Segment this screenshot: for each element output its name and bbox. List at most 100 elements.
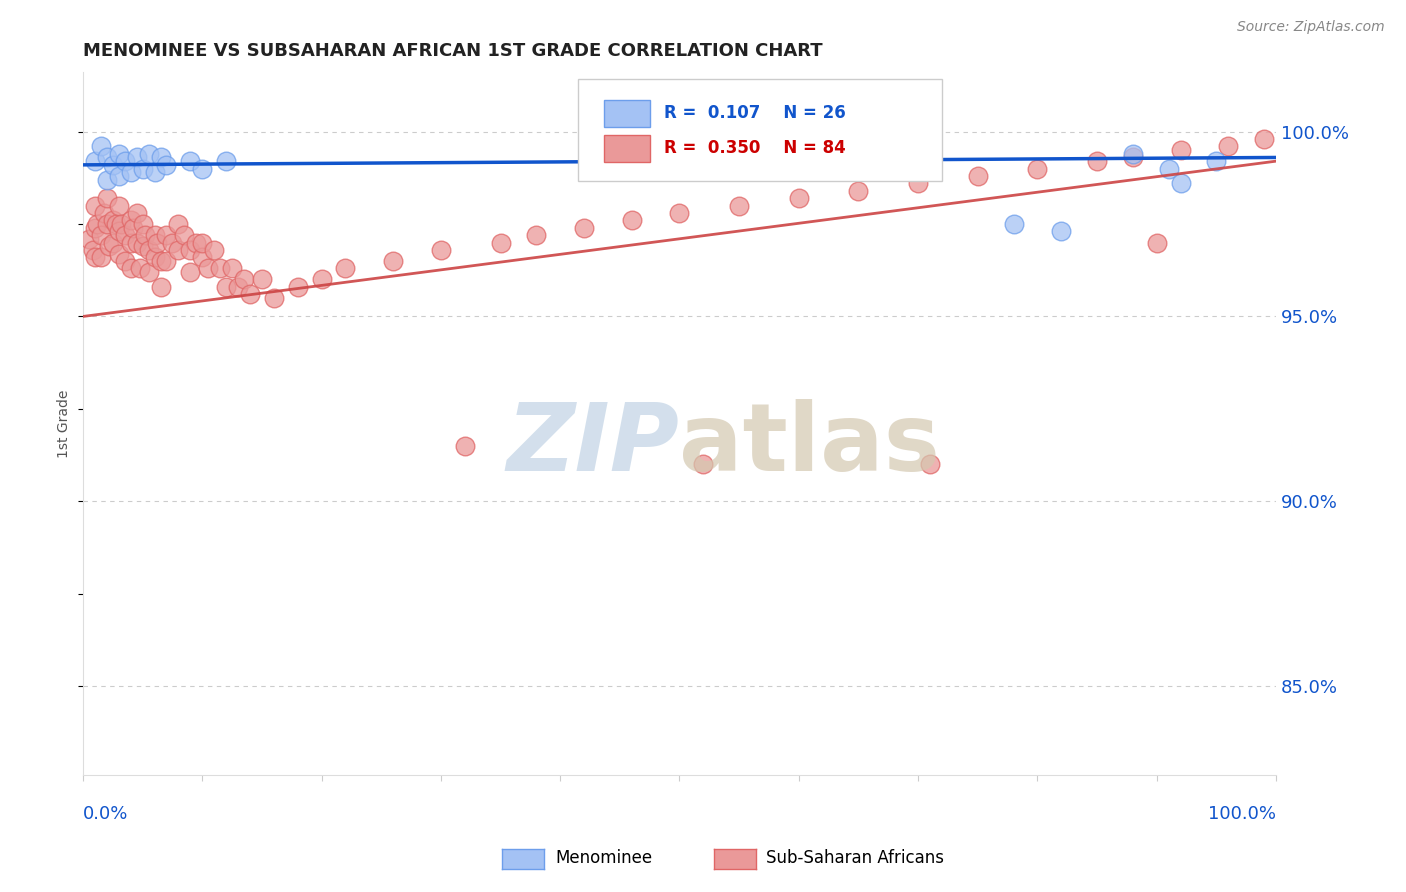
Point	[620, 213, 643, 227]
Point	[120, 165, 142, 179]
Point	[155, 158, 177, 172]
Point	[167, 243, 190, 257]
Point	[197, 261, 219, 276]
Point	[489, 235, 512, 250]
Point	[1253, 132, 1275, 146]
Point	[77, 232, 100, 246]
Point	[226, 280, 249, 294]
Point	[263, 291, 285, 305]
Point	[454, 439, 477, 453]
Text: R =  0.107    N = 26: R = 0.107 N = 26	[664, 104, 846, 122]
Text: MENOMINEE VS SUBSAHARAN AFRICAN 1ST GRADE CORRELATION CHART: MENOMINEE VS SUBSAHARAN AFRICAN 1ST GRAD…	[83, 42, 823, 60]
Point	[1170, 177, 1192, 191]
Point	[1085, 154, 1108, 169]
Bar	[605, 100, 650, 127]
Text: 0.0%: 0.0%	[83, 805, 128, 823]
Point	[134, 228, 156, 243]
Point	[84, 154, 107, 169]
Point	[1122, 146, 1144, 161]
Point	[90, 250, 112, 264]
Text: Menominee: Menominee	[555, 849, 652, 867]
Point	[96, 172, 118, 186]
Point	[1170, 143, 1192, 157]
Point	[96, 191, 118, 205]
Point	[1146, 235, 1168, 250]
Point	[155, 254, 177, 268]
Point	[179, 154, 201, 169]
Point	[84, 220, 107, 235]
Point	[107, 246, 129, 260]
Point	[143, 228, 166, 243]
Point	[90, 228, 112, 243]
Point	[101, 158, 124, 172]
Point	[120, 235, 142, 250]
Point	[114, 154, 136, 169]
Point	[155, 228, 177, 243]
Point	[311, 272, 333, 286]
Point	[335, 261, 357, 276]
Point	[90, 139, 112, 153]
Point	[86, 217, 108, 231]
Point	[120, 213, 142, 227]
Point	[524, 228, 547, 243]
Point	[131, 161, 153, 176]
Point	[167, 217, 190, 231]
Point	[215, 154, 238, 169]
Point	[728, 154, 751, 169]
Point	[131, 239, 153, 253]
Point	[143, 250, 166, 264]
Point	[209, 261, 232, 276]
Y-axis label: 1st Grade: 1st Grade	[58, 390, 72, 458]
Point	[107, 198, 129, 212]
Point	[93, 206, 115, 220]
Point	[138, 243, 160, 257]
Point	[149, 280, 172, 294]
Point	[907, 177, 929, 191]
Point	[105, 217, 128, 231]
Point	[114, 254, 136, 268]
Point	[82, 243, 104, 257]
Point	[966, 169, 988, 183]
Point	[143, 165, 166, 179]
Point	[107, 146, 129, 161]
Point	[848, 184, 870, 198]
Point	[787, 161, 810, 176]
Point	[101, 235, 124, 250]
Point	[233, 272, 256, 286]
Point	[96, 151, 118, 165]
Point	[382, 254, 405, 268]
Point	[96, 217, 118, 231]
Point	[1026, 161, 1049, 176]
Point	[101, 213, 124, 227]
Point	[149, 151, 172, 165]
Bar	[605, 135, 650, 161]
Point	[787, 191, 810, 205]
Text: 100.0%: 100.0%	[1208, 805, 1277, 823]
Point	[1002, 217, 1025, 231]
Point	[138, 265, 160, 279]
Point	[129, 261, 152, 276]
Point	[692, 458, 714, 472]
Point	[186, 235, 208, 250]
Point	[191, 235, 214, 250]
Point	[107, 169, 129, 183]
Point	[84, 198, 107, 212]
Point	[191, 250, 214, 264]
Point	[215, 280, 238, 294]
Point	[138, 146, 160, 161]
Point	[173, 228, 195, 243]
Point	[918, 458, 941, 472]
Point	[1050, 224, 1073, 238]
Point	[430, 243, 453, 257]
Point	[1122, 151, 1144, 165]
Point	[239, 287, 262, 301]
Point	[1218, 139, 1240, 153]
Point	[125, 151, 148, 165]
Point	[572, 220, 595, 235]
Point	[250, 272, 273, 286]
Point	[179, 265, 201, 279]
Point	[179, 243, 201, 257]
Point	[114, 228, 136, 243]
Point	[125, 235, 148, 250]
Point	[162, 235, 184, 250]
